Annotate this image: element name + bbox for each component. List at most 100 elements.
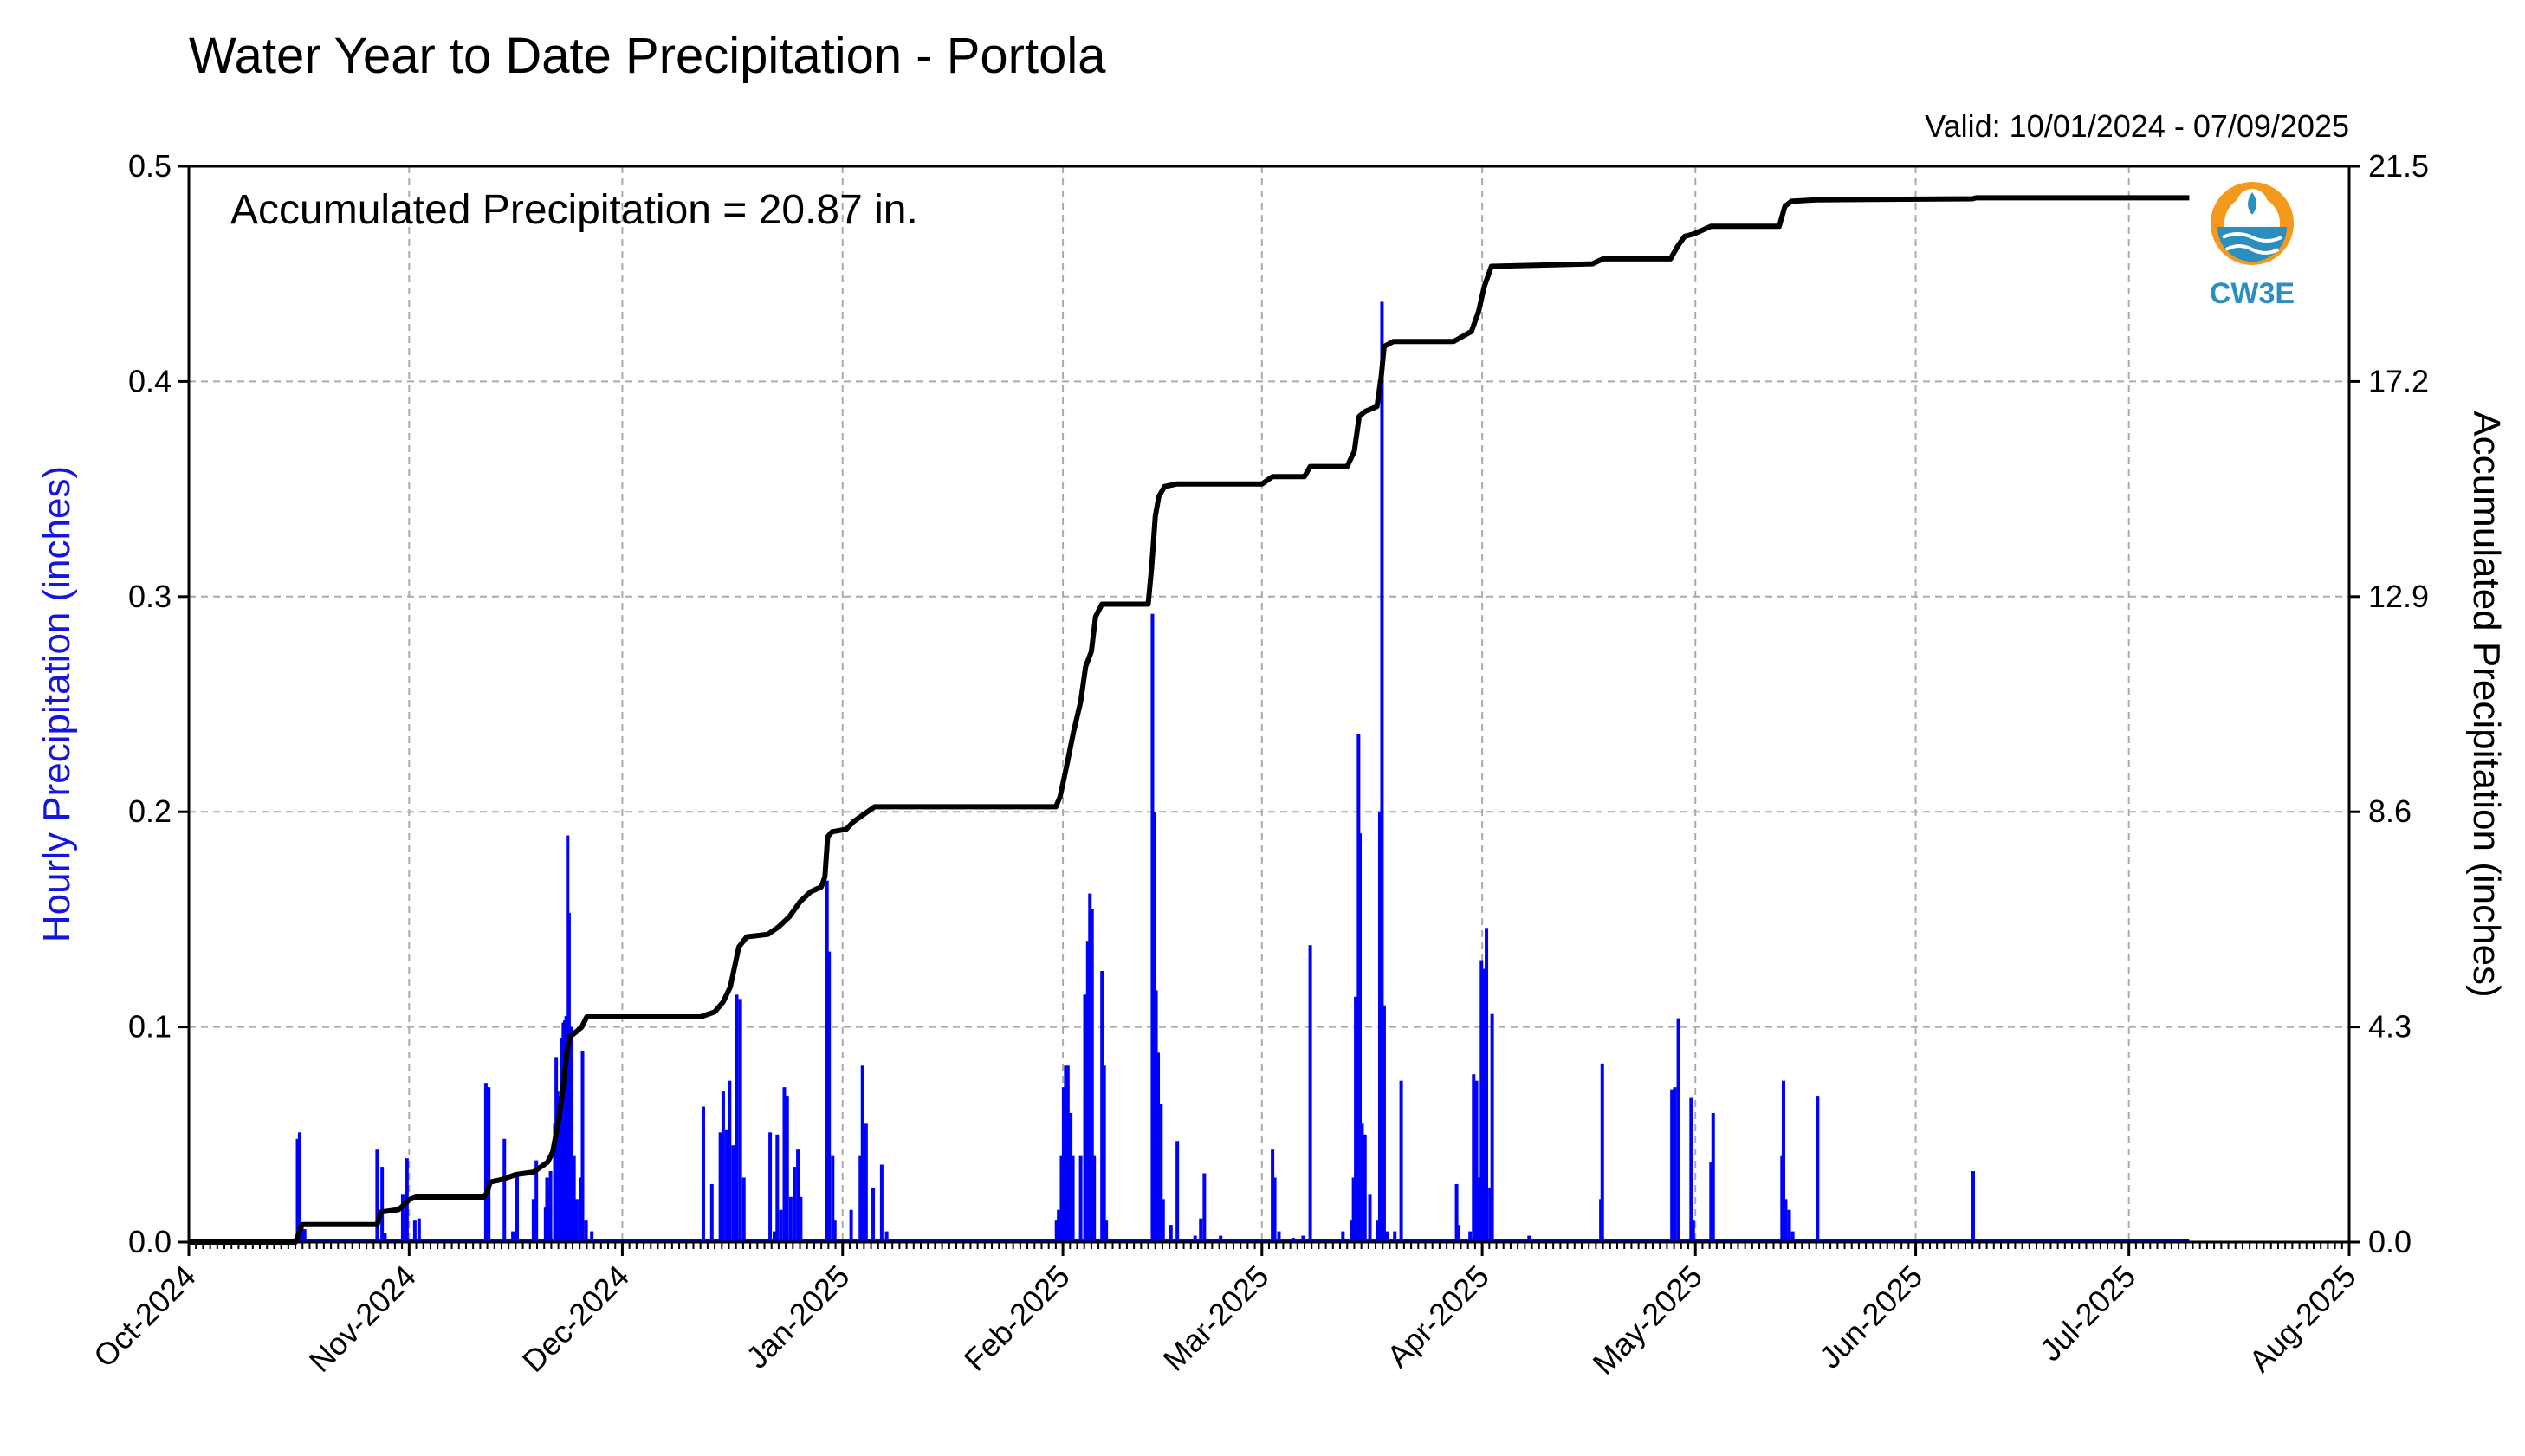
hourly-bar — [1490, 1013, 1494, 1242]
hourly-bar — [295, 1138, 300, 1242]
plot-frame — [187, 165, 2351, 1244]
hourly-bar — [849, 1209, 853, 1242]
hourly-bar — [400, 1194, 405, 1242]
hourly-bar — [579, 1177, 583, 1242]
cw3e-logo-text: CW3E — [2210, 277, 2295, 310]
hourly-bar — [1199, 1218, 1203, 1242]
hourly-bar — [483, 1083, 488, 1242]
hourly-bar — [1816, 1096, 1820, 1242]
hourly-bar — [788, 1196, 793, 1242]
hourly-bar — [1670, 1089, 1674, 1242]
hourly-bar — [1350, 1220, 1354, 1242]
hourly-bar — [1071, 1155, 1075, 1242]
hourly-bar — [775, 1134, 780, 1242]
hourly-bar — [1159, 1104, 1163, 1242]
hourly-bar — [1358, 833, 1363, 1242]
hourly-bar — [731, 1145, 735, 1242]
hourly-bar — [1457, 1225, 1461, 1242]
x-axis-ticks: Oct-2024 Nov-2024 Dec-2024 Jan-2025 Feb-2025… — [87, 1242, 2363, 1382]
hourly-bar — [725, 1129, 729, 1242]
right-tick-label: 17.2 — [2368, 363, 2429, 398]
hourly-bar — [1781, 1080, 1785, 1242]
hourly-bar — [1083, 994, 1087, 1242]
hourly-bar — [1787, 1209, 1791, 1242]
hourly-bar — [531, 1199, 535, 1242]
x-tick-label: Jul-2025 — [2033, 1259, 2143, 1369]
grid-lines — [189, 166, 2349, 1242]
hourly-bar — [584, 1220, 588, 1242]
hourly-bar — [572, 1155, 576, 1242]
right-axis-ticks: 0.0 4.3 8.6 12.9 17.2 21.5 — [2349, 148, 2429, 1259]
hourly-bar — [567, 912, 571, 1242]
hourly-bar — [547, 1187, 551, 1242]
hourly-bar — [1488, 1187, 1492, 1242]
cw3e-logo-icon — [2211, 182, 2294, 265]
hourly-bar — [417, 1218, 421, 1242]
hourly-bar — [1363, 1134, 1367, 1242]
hourly-bar — [1709, 1162, 1713, 1242]
hourly-bar — [741, 1177, 746, 1242]
hourly-bar — [871, 1187, 876, 1242]
left-tick-label: 0.5 — [128, 148, 172, 184]
hourly-bar — [709, 1183, 714, 1242]
hourly-bar — [1341, 1231, 1345, 1242]
hourly-bar — [1169, 1225, 1173, 1242]
hourly-bar — [1784, 1199, 1788, 1242]
hourly-bar — [1175, 1141, 1180, 1242]
hourly-bar — [1219, 1235, 1223, 1242]
hourly-bar — [1059, 1155, 1064, 1242]
hourly-bar — [792, 1167, 796, 1242]
hourly-bar — [574, 1199, 579, 1242]
hourly-bar — [832, 1220, 837, 1242]
x-tick-label: Nov-2024 — [302, 1259, 423, 1379]
x-tick-label: Feb-2025 — [957, 1259, 1077, 1378]
hourly-bar — [590, 1231, 594, 1242]
hourly-bar — [1676, 1018, 1680, 1242]
hourly-bar — [782, 1087, 787, 1242]
hourly-bar — [860, 1065, 864, 1242]
left-tick-label: 0.4 — [128, 363, 172, 398]
hourly-bar — [1481, 968, 1486, 1242]
hourly-bar — [487, 1087, 491, 1242]
hourly-bar — [864, 1123, 868, 1242]
left-tick-label: 0.1 — [128, 1009, 172, 1045]
hourly-bars — [189, 301, 2190, 1243]
hourly-bar — [1479, 960, 1484, 1242]
hourly-bar — [728, 1080, 732, 1242]
hourly-bar — [858, 1155, 863, 1242]
hourly-bar — [1711, 1112, 1715, 1242]
hourly-bar — [1161, 1199, 1165, 1242]
hourly-bar — [799, 1196, 803, 1242]
accumulated-line — [189, 195, 2190, 1245]
hourly-bar — [718, 1132, 722, 1242]
hourly-bar — [779, 1209, 783, 1242]
hourly-bar — [1393, 1231, 1397, 1242]
hourly-bar — [1527, 1235, 1531, 1242]
hourly-bar — [768, 1132, 773, 1242]
hourly-bar — [1354, 996, 1358, 1242]
hourly-bar — [1468, 1231, 1473, 1242]
x-tick-label: May-2025 — [1586, 1259, 1709, 1382]
hourly-bar — [1971, 1171, 1976, 1242]
hourly-bar — [1691, 1220, 1695, 1242]
hourly-bar — [1272, 1177, 1277, 1242]
hourly-bar — [380, 1167, 385, 1242]
left-tick-label: 0.0 — [128, 1224, 172, 1259]
hourly-bar — [1454, 1183, 1459, 1242]
hourly-bar — [297, 1132, 301, 1242]
hourly-bar — [1088, 893, 1092, 1242]
hourly-bar — [1673, 1087, 1677, 1242]
hourly-bar — [580, 1050, 585, 1242]
hourly-bar — [1193, 1235, 1197, 1242]
hourly-bar — [1054, 1220, 1059, 1242]
hourly-bar — [1064, 1065, 1068, 1242]
hourly-bar — [1399, 1080, 1403, 1242]
hourly-bar — [1154, 990, 1158, 1242]
hourly-bar — [302, 1229, 307, 1242]
hourly-bar — [1156, 1052, 1161, 1242]
hourly-bar — [1360, 1123, 1364, 1242]
right-tick-label: 8.6 — [2368, 793, 2412, 829]
hourly-bar — [511, 1231, 515, 1242]
hourly-bar — [738, 999, 742, 1242]
hourly-bar — [1376, 1220, 1380, 1242]
